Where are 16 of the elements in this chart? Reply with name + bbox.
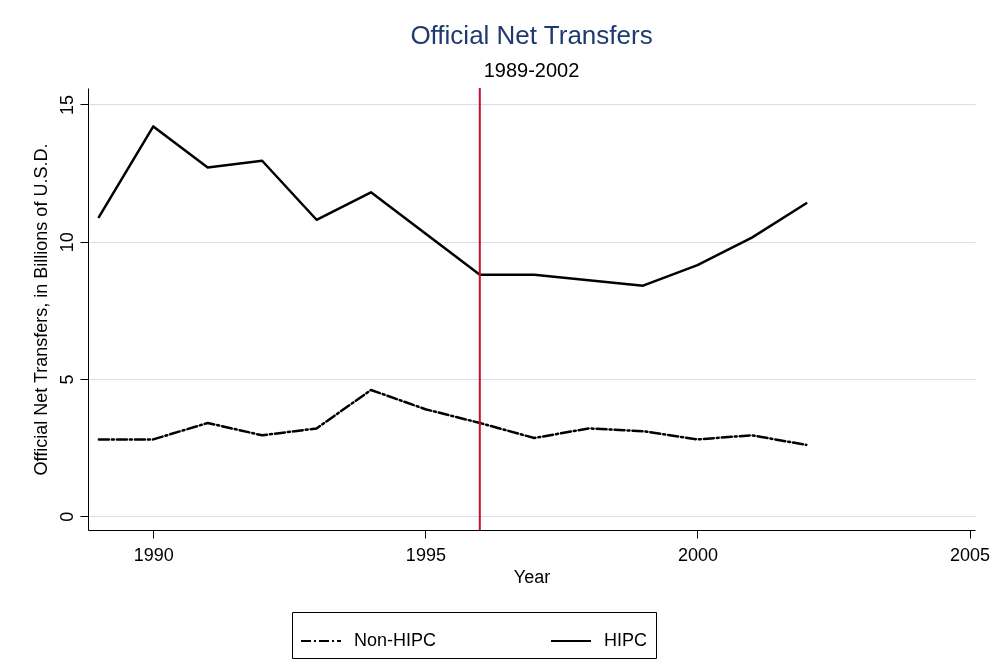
x-tick-label: 1990 xyxy=(133,544,174,565)
x-axis-title: Year xyxy=(513,566,551,587)
line-series xyxy=(97,125,808,287)
x-tick-label: 1995 xyxy=(405,544,446,565)
legend-label: HIPC xyxy=(604,630,648,650)
x-tick-label: 2000 xyxy=(677,544,718,565)
y-axis-title: Official Net Transfers, in Billions of U.S.D. xyxy=(30,143,51,476)
y-tick-label: 5 xyxy=(56,374,77,385)
y-tick-label: 10 xyxy=(56,232,77,253)
y-tick-label: 15 xyxy=(56,94,77,115)
y-tick-label: 0 xyxy=(56,511,77,522)
line-series xyxy=(97,388,808,447)
chart-subtitle: 1989-2002 xyxy=(483,59,580,81)
legend-label: Non-HIPC xyxy=(354,630,437,650)
chart-title: Official Net Transfers xyxy=(410,20,653,50)
x-tick-label: 2005 xyxy=(950,544,991,565)
